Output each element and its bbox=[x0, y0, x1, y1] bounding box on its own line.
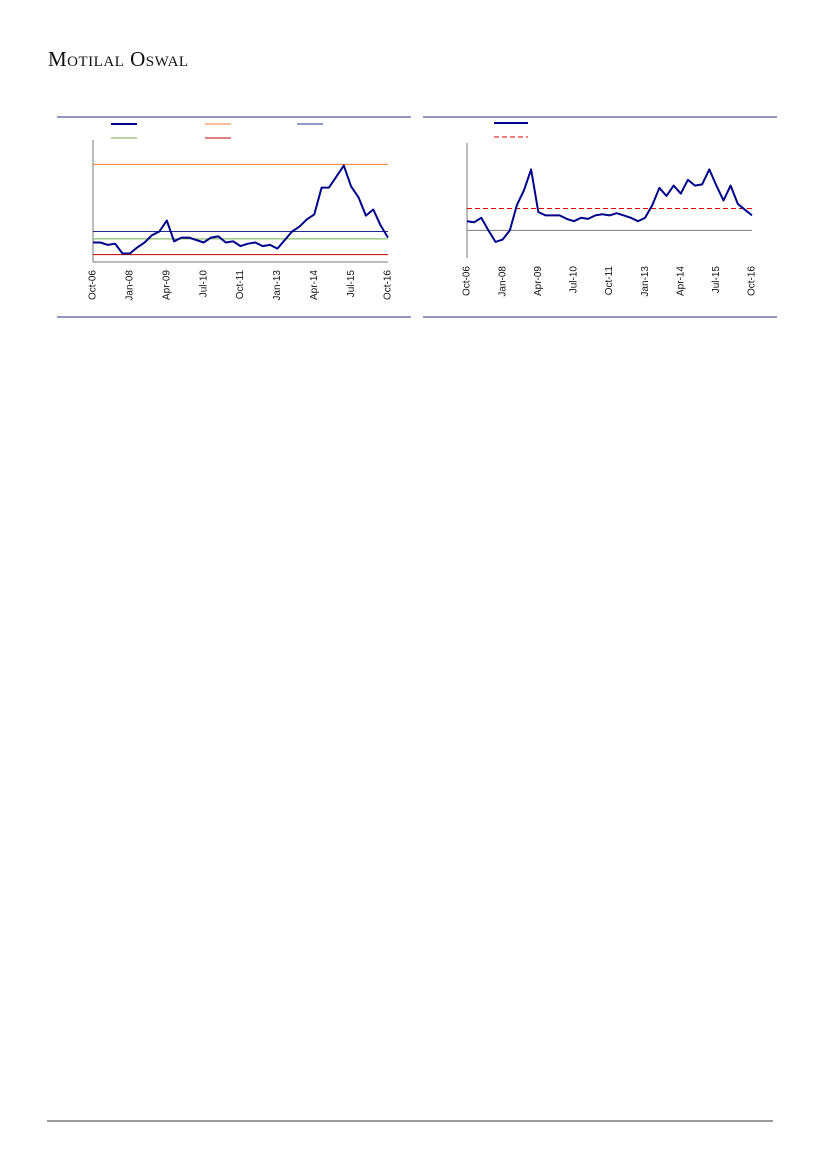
x-tick-label: Oct-06 bbox=[462, 266, 473, 296]
x-tick-label: Jul-10 bbox=[198, 270, 209, 298]
x-tick-label: Oct-06 bbox=[88, 270, 99, 300]
x-tick-label: Jan-13 bbox=[640, 266, 651, 297]
x-tick-label: Apr-14 bbox=[309, 270, 320, 300]
x-tick-label: Jan-08 bbox=[125, 270, 136, 301]
data-line bbox=[93, 164, 389, 255]
x-tick-label: Apr-09 bbox=[533, 266, 544, 296]
x-tick-label: Oct-16 bbox=[747, 266, 758, 296]
brand: Motilal Oswal bbox=[48, 47, 189, 71]
x-tick-label: Oct-16 bbox=[383, 270, 394, 300]
x-tick-label: Oct-11 bbox=[235, 270, 246, 300]
data-line bbox=[466, 168, 753, 243]
x-tick-label: Jul-10 bbox=[569, 266, 580, 294]
x-tick-label: Jan-08 bbox=[497, 266, 508, 297]
x-tick-label: Apr-14 bbox=[675, 266, 686, 296]
x-tick-label: Jan-13 bbox=[272, 270, 283, 301]
x-tick-label: Jul-15 bbox=[346, 270, 357, 298]
x-tick-label: Apr-09 bbox=[161, 270, 172, 300]
x-tick-label: Jul-15 bbox=[711, 266, 722, 294]
x-tick-label: Oct-11 bbox=[604, 266, 615, 296]
